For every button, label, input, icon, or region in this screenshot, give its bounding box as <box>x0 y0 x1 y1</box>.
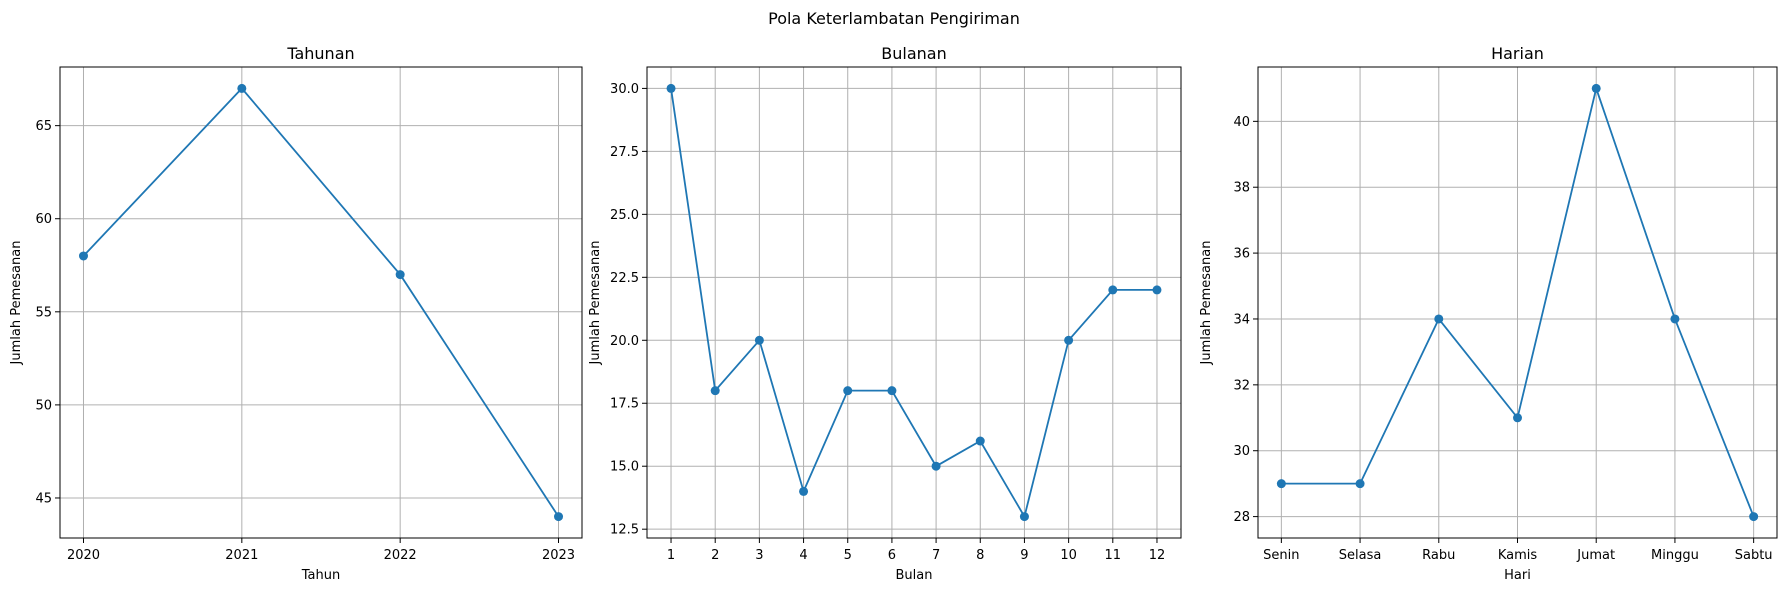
plot-frame <box>646 66 1182 539</box>
y-tick-label: 50 <box>35 398 52 413</box>
x-tick-label: Selasa <box>1339 548 1382 563</box>
y-axis-label: Jumlah Pemesanan <box>1199 241 1214 366</box>
x-tick-label: Minggu <box>1651 548 1699 563</box>
data-point <box>554 512 564 522</box>
data-point <box>710 386 720 396</box>
y-tick-label: 45 <box>35 491 52 506</box>
x-tick-label: Senin <box>1263 548 1299 563</box>
y-tick-label: 27.5 <box>610 145 639 160</box>
y-axis-label: Jumlah Pemesanan <box>588 241 603 366</box>
data-point <box>395 270 405 280</box>
y-tick-label: 22.5 <box>610 271 639 286</box>
panel-harian: Senin Selasa Rabu Kamis Jumat Minggu Sabtu 28 30… <box>1199 44 1778 583</box>
x-tick-label: 4 <box>799 548 807 563</box>
x-tick-label: 5 <box>844 548 852 563</box>
x-tick-label: 9 <box>1020 548 1028 563</box>
data-point <box>754 335 764 345</box>
panel-title: Tahunan <box>286 44 354 63</box>
y-tick-label: 36 <box>1233 247 1250 262</box>
x-axis-label: Tahun <box>301 568 340 583</box>
y-tick-label: 32 <box>1233 378 1250 393</box>
y-tick-label: 12.5 <box>610 523 639 538</box>
panel-title: Harian <box>1491 44 1544 63</box>
data-point <box>1276 479 1286 489</box>
y-tick-label: 15.0 <box>610 460 639 475</box>
data-point <box>237 83 247 93</box>
data-point <box>1108 285 1118 295</box>
series-line <box>82 87 560 518</box>
data-point <box>799 486 809 496</box>
data-point <box>1591 83 1601 93</box>
y-tick-label: 30 <box>1233 444 1250 459</box>
y-axis-label: Jumlah Pemesanan <box>9 241 24 366</box>
y-tick-label: 65 <box>35 119 52 134</box>
series-line <box>670 88 1157 519</box>
x-tick-label: 3 <box>755 548 763 563</box>
data-point <box>1152 285 1162 295</box>
x-tick-label: 2020 <box>67 548 100 563</box>
panel-bulanan: 1 2 3 4 5 6 7 8 9 10 11 1212.515.017.520.022.525.02… <box>588 44 1182 583</box>
y-tick-label: 17.5 <box>610 397 639 412</box>
data-point <box>887 386 897 396</box>
y-tick-label: 30.0 <box>610 82 639 97</box>
y-tick-label: 34 <box>1233 312 1250 327</box>
x-tick-label: 2 <box>711 548 719 563</box>
y-tick-label: 60 <box>35 212 52 227</box>
data-point <box>1434 314 1444 324</box>
x-tick-label: 8 <box>976 548 984 563</box>
x-tick-label: Sabtu <box>1735 548 1773 563</box>
y-tick-label: 20.0 <box>610 334 639 349</box>
data-point <box>1019 512 1029 522</box>
x-tick-label: 11 <box>1105 548 1122 563</box>
y-tick-label: 25.0 <box>610 208 639 223</box>
plot-frame <box>59 66 583 539</box>
data-point <box>666 83 676 93</box>
y-tick-label: 38 <box>1233 181 1250 196</box>
data-point <box>1355 479 1365 489</box>
panel-title: Bulanan <box>881 44 946 63</box>
x-axis-label: Hari <box>1504 568 1531 583</box>
x-tick-label: Jumat <box>1576 548 1615 563</box>
x-tick-label: 2022 <box>384 548 417 563</box>
x-tick-label: 12 <box>1149 548 1166 563</box>
data-point <box>1513 413 1522 423</box>
y-tick-label: 28 <box>1233 510 1250 525</box>
chart-panels: 2020 2021 2022 20234550556065TahunanTahunJu… <box>9 44 1778 583</box>
x-tick-label: 2023 <box>542 548 575 563</box>
data-point <box>1670 314 1680 324</box>
figure-title: Pola Keterlambatan Pengiriman <box>768 9 1020 28</box>
y-tick-label: 40 <box>1233 115 1250 130</box>
x-axis-label: Bulan <box>896 568 933 583</box>
x-tick-label: 10 <box>1060 548 1077 563</box>
y-tick-label: 55 <box>35 305 52 320</box>
data-point <box>1064 335 1074 345</box>
x-tick-label: 7 <box>932 548 940 563</box>
x-tick-label: 2021 <box>225 548 258 563</box>
data-point <box>843 386 853 396</box>
x-tick-label: Rabu <box>1422 548 1455 563</box>
data-point <box>78 251 88 261</box>
panel-tahunan: 2020 2021 2022 2023 45 50 55 60 65 Tahunan Tahun Ju… <box>9 44 583 583</box>
data-point <box>975 436 985 446</box>
data-point <box>1749 512 1759 522</box>
x-tick-label: Kamis <box>1498 548 1538 563</box>
x-tick-label: 1 <box>667 548 675 563</box>
data-point <box>931 461 941 471</box>
x-tick-label: 6 <box>888 548 896 563</box>
